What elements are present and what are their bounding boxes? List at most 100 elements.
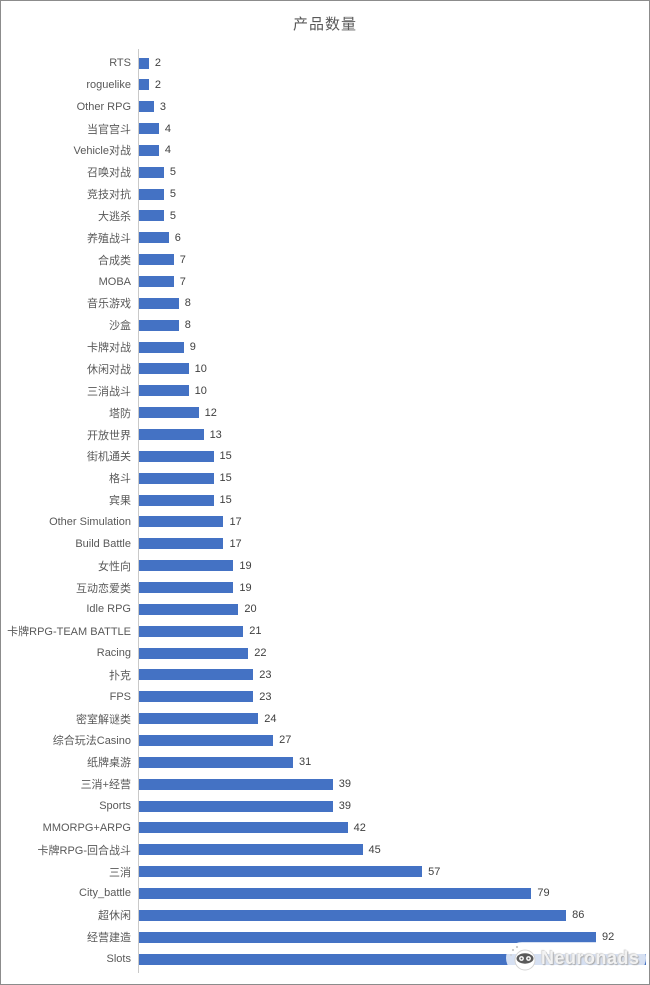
category-label: 当官宫斗	[87, 123, 131, 136]
value-label: 13	[209, 428, 222, 441]
value-label: 23	[259, 690, 272, 703]
category-label: Sports	[99, 800, 131, 813]
bar	[139, 538, 224, 550]
bar	[139, 472, 214, 484]
bar-row: Vehicle对战 4	[1, 140, 649, 162]
bar-row: 街机通关 15	[1, 445, 649, 467]
category-label: 经营建造	[87, 932, 131, 945]
bar	[139, 866, 423, 878]
category-label: 大逃杀	[98, 210, 131, 223]
bar-row: 三消+经营 39	[1, 773, 649, 795]
bar	[139, 429, 204, 441]
category-label: 卡牌对战	[87, 342, 131, 355]
bar-row: 合成类 7	[1, 249, 649, 271]
category-label: Build Battle	[75, 537, 131, 550]
value-label: 39	[338, 800, 351, 813]
category-label: 综合玩法Casino	[52, 735, 131, 748]
category-label: RTS	[109, 57, 131, 70]
value-label: 12	[204, 406, 217, 419]
category-label: Slots	[106, 953, 131, 966]
bar-row: 综合玩法Casino 27	[1, 730, 649, 752]
bar	[139, 210, 164, 222]
bar-row: roguelike 2	[1, 74, 649, 96]
value-label: 17	[229, 537, 242, 550]
bar	[139, 625, 244, 637]
bar-row: 音乐游戏 8	[1, 292, 649, 314]
value-label: 17	[229, 515, 242, 528]
category-label: 塔防	[109, 407, 131, 420]
value-label: 31	[298, 756, 312, 769]
bar	[139, 887, 532, 899]
category-label: Racing	[96, 647, 131, 660]
bar	[139, 341, 184, 353]
bar-row: FPS 23	[1, 686, 649, 708]
bar	[139, 822, 348, 834]
watermark-text: Neuronads	[541, 947, 640, 968]
value-label: 2	[154, 57, 162, 70]
category-label: 宾果	[109, 495, 131, 508]
value-label: 8	[184, 297, 191, 310]
category-label: 休闲对战	[87, 363, 131, 376]
bar-row: 卡牌对战 9	[1, 336, 649, 358]
bar	[139, 57, 149, 69]
category-label: 合成类	[98, 254, 131, 267]
value-label: 2	[154, 78, 162, 91]
bar-row: Other Simulation 17	[1, 511, 649, 533]
bar	[139, 166, 164, 178]
value-label: 10	[194, 362, 207, 375]
category-label: Idle RPG	[86, 603, 131, 616]
value-label: 4	[164, 122, 171, 135]
value-label: 79	[537, 887, 550, 900]
bar	[139, 713, 259, 725]
bar-row: 宾果 15	[1, 489, 649, 511]
bar	[139, 385, 189, 397]
value-label: 5	[169, 166, 176, 179]
category-label: 竞技对抗	[87, 189, 131, 202]
bar-row: 三消 57	[1, 861, 649, 883]
category-label: Other RPG	[76, 100, 131, 113]
bar-row: 大逃杀 5	[1, 205, 649, 227]
value-label: 42	[353, 821, 366, 834]
category-label: 扑克	[109, 669, 131, 682]
bar	[139, 123, 159, 135]
category-label: City_battle	[79, 887, 131, 900]
bar-row: 纸牌桌游 31	[1, 751, 649, 773]
category-label: 卡牌RPG-TEAM BATTLE	[7, 626, 131, 639]
chart-title: 产品数量	[292, 16, 357, 33]
value-label: 15	[219, 450, 232, 463]
bar	[139, 560, 234, 572]
bar-row: RTS 2	[1, 52, 649, 74]
category-label: 三消战斗	[87, 385, 131, 398]
category-label: 开放世界	[87, 429, 131, 442]
bar	[139, 450, 214, 462]
category-label: MMORPG+ARPG	[42, 821, 131, 834]
value-label: 10	[194, 384, 207, 397]
value-label: 86	[572, 909, 585, 922]
category-label: 超休闲	[98, 910, 131, 923]
bar	[139, 297, 179, 309]
category-label: MOBA	[98, 275, 131, 288]
bar-row: 三消战斗 10	[1, 380, 649, 402]
category-label: 纸牌桌游	[87, 757, 131, 770]
bar	[139, 188, 164, 200]
value-label: 19	[239, 581, 252, 594]
value-label: 3	[159, 100, 167, 113]
bar-row: City_battle 79	[1, 883, 649, 905]
bar	[139, 319, 179, 331]
bar-row: 经营建造 92	[1, 926, 649, 948]
bar	[139, 669, 254, 681]
bar-row: 卡牌RPG-TEAM BATTLE 21	[1, 620, 649, 642]
bar-row: 召唤对战 5	[1, 161, 649, 183]
value-label: 7	[179, 253, 186, 266]
bar-row: Racing 22	[1, 642, 649, 664]
bar-row: 互动恋爱类 19	[1, 577, 649, 599]
bar-row: 休闲对战 10	[1, 358, 649, 380]
value-label: 23	[259, 668, 272, 681]
bar-row: 卡牌RPG-回合战斗 45	[1, 839, 649, 861]
bar-row: 当官宫斗 4	[1, 118, 649, 140]
bar	[139, 254, 174, 266]
bar	[139, 276, 174, 288]
bar-row: Build Battle 17	[1, 533, 649, 555]
bar	[139, 79, 149, 91]
value-label: 9	[189, 341, 196, 354]
